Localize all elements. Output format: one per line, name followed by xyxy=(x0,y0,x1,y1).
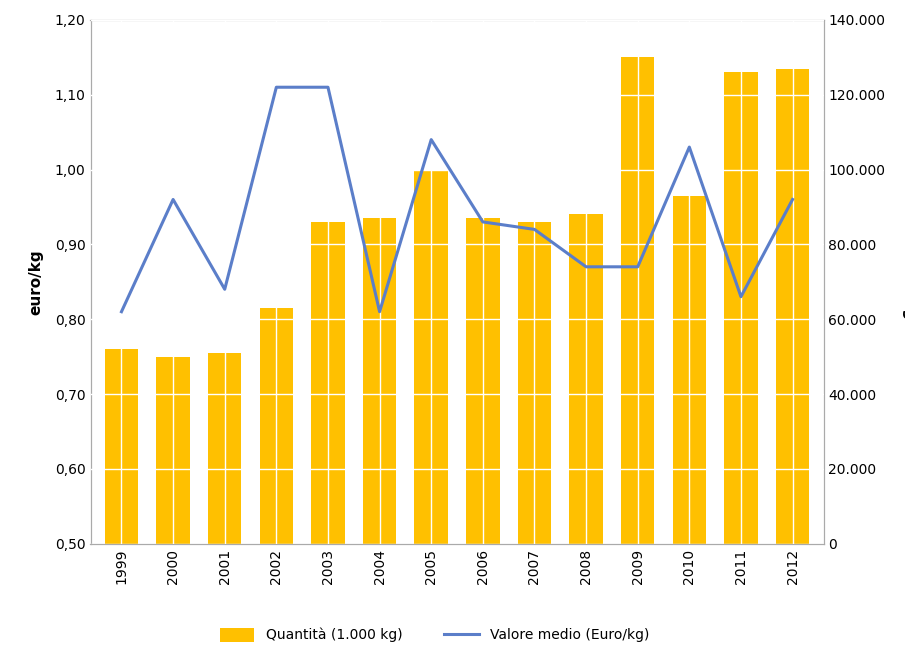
Bar xyxy=(672,196,706,544)
Valore medio (Euro/kg) xyxy=(736,293,747,301)
Line: Valore medio (Euro/kg): Valore medio (Euro/kg) xyxy=(121,88,793,312)
Bar xyxy=(414,170,448,544)
Valore medio (Euro/kg) xyxy=(787,196,798,204)
Valore medio (Euro/kg) xyxy=(425,136,436,144)
Valore medio (Euro/kg) xyxy=(116,308,127,316)
Valore medio (Euro/kg) xyxy=(633,263,643,271)
Bar xyxy=(260,308,293,544)
Valore medio (Euro/kg) xyxy=(322,84,333,91)
Bar xyxy=(311,222,345,544)
Bar xyxy=(518,222,551,544)
Valore medio (Euro/kg) xyxy=(167,196,178,204)
Bar xyxy=(569,214,603,544)
Valore medio (Euro/kg) xyxy=(581,263,592,271)
Bar xyxy=(776,68,809,544)
Legend: Quantità (1.000 kg), Valore medio (Euro/kg): Quantità (1.000 kg), Valore medio (Euro/… xyxy=(213,621,656,650)
Bar xyxy=(466,218,500,544)
Valore medio (Euro/kg) xyxy=(271,84,281,91)
Valore medio (Euro/kg) xyxy=(478,218,489,226)
Y-axis label: 1.000 kg: 1.000 kg xyxy=(902,245,905,319)
Bar xyxy=(724,72,757,544)
Valore medio (Euro/kg) xyxy=(374,308,385,316)
Bar xyxy=(208,353,242,544)
Bar xyxy=(105,349,138,544)
Valore medio (Euro/kg) xyxy=(219,285,230,293)
Y-axis label: euro/kg: euro/kg xyxy=(29,249,43,314)
Bar xyxy=(363,218,396,544)
Bar xyxy=(157,357,190,544)
Valore medio (Euro/kg) xyxy=(684,143,695,151)
Valore medio (Euro/kg) xyxy=(529,225,540,233)
Bar xyxy=(621,57,654,544)
